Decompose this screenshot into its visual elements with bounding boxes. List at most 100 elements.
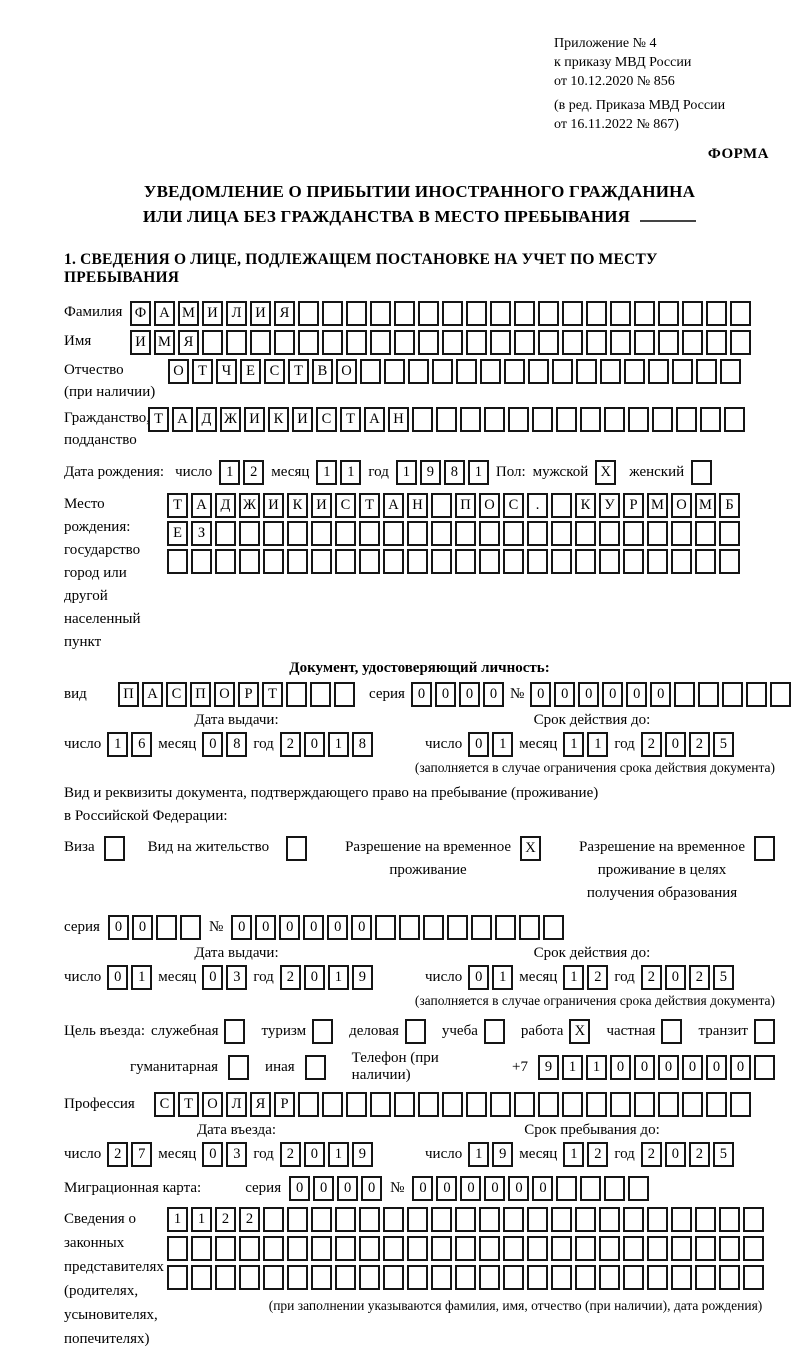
char-box[interactable]: [503, 549, 524, 574]
char-box[interactable]: [346, 330, 367, 355]
gender-female-checkbox[interactable]: [691, 460, 713, 485]
char-box[interactable]: [335, 1265, 356, 1290]
char-box[interactable]: [191, 549, 212, 574]
char-box[interactable]: [551, 521, 572, 546]
char-box[interactable]: Т: [288, 359, 309, 384]
char-box[interactable]: 9: [351, 1142, 373, 1167]
char-box[interactable]: [671, 1207, 692, 1232]
char-box[interactable]: 0: [434, 682, 456, 707]
char-box[interactable]: 1: [562, 1054, 583, 1080]
char-box[interactable]: [432, 359, 453, 384]
char-box[interactable]: [226, 330, 247, 355]
purpose-other-checkbox[interactable]: [304, 1054, 326, 1080]
char-box[interactable]: [610, 1092, 631, 1117]
char-box[interactable]: С: [166, 682, 187, 707]
char-box[interactable]: [527, 549, 548, 574]
char-box[interactable]: И: [263, 493, 284, 518]
char-box[interactable]: Я: [274, 301, 295, 326]
char-box[interactable]: 2: [587, 1142, 609, 1167]
char-box[interactable]: [359, 1236, 380, 1261]
char-box[interactable]: А: [383, 493, 404, 518]
char-box[interactable]: [623, 1207, 644, 1232]
char-box[interactable]: [239, 1236, 260, 1261]
char-box[interactable]: Т: [178, 1092, 199, 1117]
char-box[interactable]: [674, 682, 696, 707]
char-box[interactable]: 0: [361, 1176, 383, 1201]
char-box[interactable]: 2: [107, 1142, 129, 1167]
char-box[interactable]: 1: [167, 1207, 188, 1232]
char-box[interactable]: [682, 301, 703, 326]
char-box[interactable]: 5: [712, 965, 734, 990]
char-box[interactable]: 0: [289, 1176, 311, 1201]
char-box[interactable]: [624, 359, 645, 384]
char-box[interactable]: 9: [419, 460, 441, 485]
char-box[interactable]: [370, 330, 391, 355]
char-box[interactable]: И: [311, 493, 332, 518]
char-box[interactable]: 0: [279, 915, 301, 940]
char-box[interactable]: [706, 330, 727, 355]
char-box[interactable]: [455, 1207, 476, 1232]
char-box[interactable]: [503, 1207, 524, 1232]
char-box[interactable]: Т: [167, 493, 188, 518]
char-box[interactable]: [407, 1207, 428, 1232]
char-box[interactable]: 5: [712, 732, 734, 757]
char-box[interactable]: [479, 1236, 500, 1261]
char-box[interactable]: 1: [563, 732, 585, 757]
char-box[interactable]: [658, 330, 679, 355]
char-box[interactable]: О: [336, 359, 357, 384]
char-box[interactable]: [466, 1092, 487, 1117]
char-box[interactable]: [746, 682, 768, 707]
char-box[interactable]: [455, 549, 476, 574]
char-box[interactable]: [519, 915, 541, 940]
char-box[interactable]: [335, 521, 356, 546]
char-box[interactable]: 0: [410, 682, 432, 707]
char-box[interactable]: [634, 330, 655, 355]
char-box[interactable]: [322, 301, 343, 326]
char-box[interactable]: [504, 359, 525, 384]
char-box[interactable]: 0: [107, 965, 129, 990]
char-box[interactable]: [359, 1265, 380, 1290]
char-box[interactable]: [696, 359, 717, 384]
char-box[interactable]: 0: [664, 732, 686, 757]
char-box[interactable]: 1: [468, 1142, 490, 1167]
char-box[interactable]: [399, 915, 421, 940]
char-box[interactable]: [287, 521, 308, 546]
char-box[interactable]: [479, 1207, 500, 1232]
char-box[interactable]: М: [154, 330, 175, 355]
char-box[interactable]: [490, 301, 511, 326]
char-box[interactable]: [671, 1265, 692, 1290]
char-box[interactable]: [556, 1176, 578, 1201]
char-box[interactable]: А: [191, 493, 212, 518]
char-box[interactable]: [682, 1092, 703, 1117]
char-box[interactable]: 0: [602, 682, 624, 707]
char-box[interactable]: [503, 1265, 524, 1290]
char-box[interactable]: С: [335, 493, 356, 518]
char-box[interactable]: 1: [395, 460, 417, 485]
char-box[interactable]: [552, 359, 573, 384]
char-box[interactable]: [418, 330, 439, 355]
char-box[interactable]: К: [287, 493, 308, 518]
char-box[interactable]: [575, 1207, 596, 1232]
char-box[interactable]: Е: [240, 359, 261, 384]
char-box[interactable]: Р: [623, 493, 644, 518]
temp-residence-checkbox[interactable]: X: [520, 836, 542, 861]
char-box[interactable]: [466, 301, 487, 326]
char-box[interactable]: 1: [191, 1207, 212, 1232]
char-box[interactable]: [383, 1207, 404, 1232]
char-box[interactable]: [514, 330, 535, 355]
purpose-humanitarian-checkbox[interactable]: [228, 1054, 250, 1080]
char-box[interactable]: 0: [303, 915, 325, 940]
char-box[interactable]: 1: [327, 965, 349, 990]
purpose-business-checkbox[interactable]: [224, 1019, 246, 1044]
char-box[interactable]: [287, 1236, 308, 1261]
char-box[interactable]: [239, 521, 260, 546]
char-box[interactable]: [490, 1092, 511, 1117]
char-box[interactable]: [436, 407, 457, 432]
char-box[interactable]: [719, 1265, 740, 1290]
char-box[interactable]: А: [172, 407, 193, 432]
char-box[interactable]: [335, 1207, 356, 1232]
char-box[interactable]: 2: [688, 732, 710, 757]
char-box[interactable]: Р: [238, 682, 259, 707]
char-box[interactable]: П: [190, 682, 211, 707]
char-box[interactable]: [335, 549, 356, 574]
